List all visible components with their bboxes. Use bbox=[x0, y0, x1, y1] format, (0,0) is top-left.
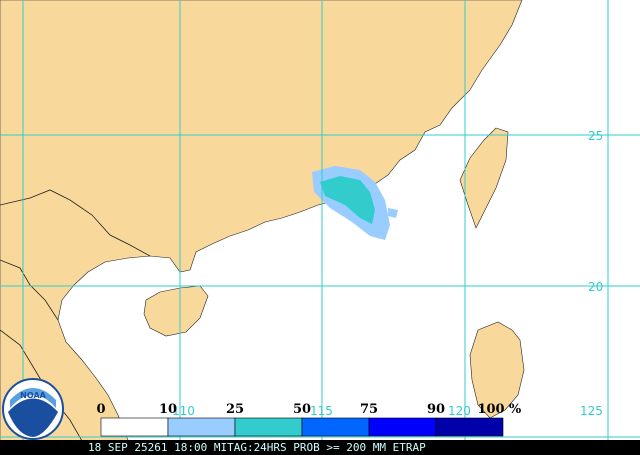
hainan bbox=[143, 285, 209, 337]
footer-text: 18 SEP 25261 18:00 MITAG:24HRS PROB >= 2… bbox=[88, 441, 426, 454]
legend-label: 100 bbox=[477, 402, 504, 417]
prob-area-25 bbox=[320, 176, 375, 224]
lat-label: 20 bbox=[588, 280, 603, 294]
lon-label: 115 bbox=[310, 404, 333, 418]
mainland bbox=[0, 0, 523, 455]
lon-label: 125 bbox=[580, 404, 603, 418]
legend-label: 75 bbox=[360, 402, 378, 417]
logo-bird bbox=[10, 388, 56, 408]
legend-swatch bbox=[100, 417, 169, 437]
luzon bbox=[469, 321, 525, 419]
legend-swatch bbox=[301, 417, 370, 437]
footer-bar bbox=[0, 440, 640, 455]
logo-wave bbox=[8, 398, 58, 437]
legend-label: 0 bbox=[96, 402, 105, 417]
lon-label: 120 bbox=[448, 404, 471, 418]
lon-label: 110 bbox=[172, 404, 195, 418]
legend-label: 90 bbox=[427, 402, 445, 417]
legend-label: % bbox=[509, 402, 522, 417]
legend: 0 10 25 50 75 90 100% bbox=[96, 402, 522, 437]
legend-swatch bbox=[368, 417, 437, 437]
legend-swatch bbox=[167, 417, 236, 437]
taiwan bbox=[459, 127, 509, 229]
border bbox=[0, 259, 59, 321]
prob-area-10 bbox=[388, 208, 398, 218]
legend-swatch bbox=[234, 417, 303, 437]
noaa-logo: NOAA bbox=[2, 378, 64, 440]
legend-label: 10 bbox=[159, 402, 177, 417]
legend-swatch bbox=[435, 417, 504, 437]
legend-label: 50 bbox=[293, 402, 311, 417]
lat-label: 25 bbox=[588, 129, 603, 143]
logo-text: NOAA bbox=[20, 391, 46, 400]
border bbox=[0, 189, 151, 257]
legend-label: 25 bbox=[226, 402, 244, 417]
